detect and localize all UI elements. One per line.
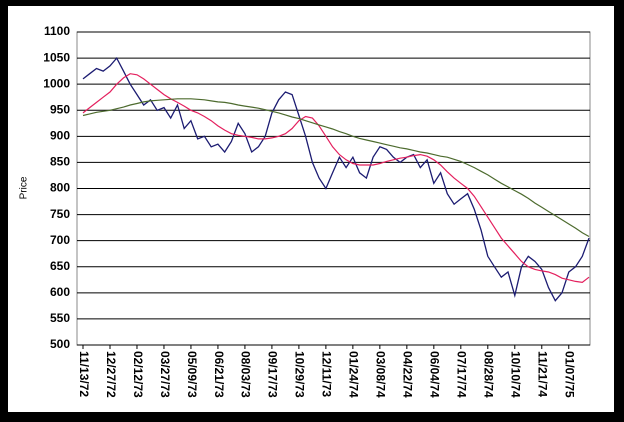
x-tick-label: 08/28/74 — [482, 351, 496, 398]
x-tick-label: 01/24/74 — [347, 351, 361, 398]
series-line — [82, 56, 590, 302]
y-tick-label: 850 — [50, 155, 70, 169]
y-tick-label: 1000 — [43, 76, 70, 90]
chart-panel — [8, 6, 614, 412]
x-tick-label: 10/10/74 — [509, 351, 523, 398]
y-tick-label: 1100 — [44, 24, 70, 38]
y-tick-label: 800 — [50, 181, 70, 195]
x-tick-label: 02/12/73 — [131, 351, 145, 398]
x-tick-label: 05/09/73 — [185, 351, 199, 398]
x-tick-label: 03/27/73 — [158, 351, 172, 398]
y-tick-label: 500 — [50, 337, 70, 351]
x-tick-label: 12/11/73 — [320, 351, 334, 397]
y-tick-label: 750 — [50, 207, 70, 221]
y-axis-label: Price — [19, 176, 30, 199]
y-tick-label: 600 — [50, 285, 70, 299]
x-tick-label: 10/29/73 — [293, 351, 307, 398]
x-tick-label: 09/17/73 — [266, 351, 280, 398]
y-tick-label: 700 — [50, 233, 70, 247]
x-tick-label: 12/27/72 — [104, 351, 118, 398]
x-tick-label: 07/17/74 — [455, 351, 469, 398]
y-tick-label: 950 — [50, 102, 70, 116]
x-tick-label: 11/13/72 — [77, 351, 91, 397]
x-tick-label: 04/22/74 — [401, 351, 415, 398]
x-tick-label: 01/07/75 — [563, 351, 577, 398]
series-line — [82, 98, 590, 238]
x-tick-label: 11/21/74 — [536, 351, 550, 397]
y-tick-label: 550 — [50, 311, 70, 325]
y-tick-label: 900 — [50, 129, 70, 143]
y-tick-label: 1050 — [43, 50, 70, 64]
y-tick-label: 650 — [50, 259, 70, 273]
x-tick-label: 06/21/73 — [212, 351, 226, 398]
x-tick-label: 03/08/74 — [374, 351, 388, 398]
x-tick-label: 06/04/74 — [428, 351, 442, 398]
series-line — [82, 73, 590, 284]
x-tick-label: 08/03/73 — [239, 351, 253, 398]
